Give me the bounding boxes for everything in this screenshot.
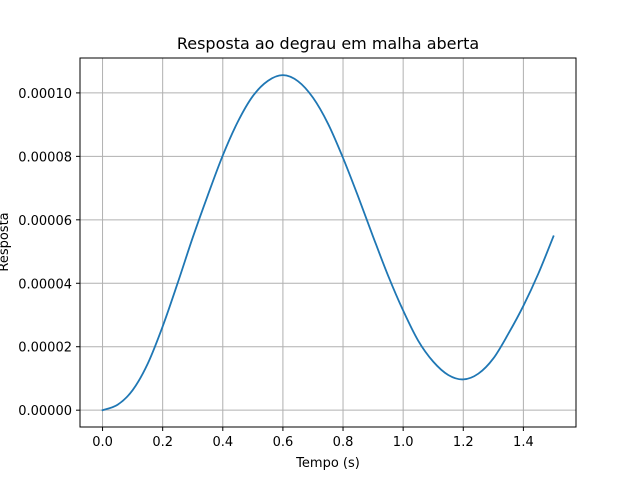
y-tick-label: 0.00010 (18, 87, 72, 102)
chart-title: Resposta ao degrau em malha aberta (177, 34, 479, 53)
x-tick-label: 1.4 (513, 435, 534, 450)
y-tick-label: 0.00000 (18, 404, 72, 419)
grid-layer (80, 58, 576, 427)
series-line (101, 74, 555, 412)
x-axis-label: Tempo (s) (295, 456, 360, 471)
y-tick-label: 0.00002 (18, 341, 72, 356)
x-tick-label: 0.4 (212, 435, 233, 450)
y-tick-label: 0.00008 (18, 150, 72, 165)
y-tick-label: 0.00006 (18, 214, 72, 229)
x-tick-label: 1.2 (453, 435, 474, 450)
x-tick-label: 0.6 (273, 435, 294, 450)
plot-area-frame (79, 57, 577, 428)
y-tick-label: 0.00004 (18, 277, 72, 292)
x-tick-label: 0.2 (152, 435, 173, 450)
x-tick-label: 1.0 (393, 435, 414, 450)
x-tick-label: 0.8 (333, 435, 354, 450)
x-tick-label: 0.0 (92, 435, 113, 450)
series-layer (101, 74, 555, 412)
tick-layer: 0.0 0.2 0.4 0.6 0.8 1.0 1.2 1.4 0.00000 0.00002 0.… (18, 87, 534, 450)
y-axis-label: Resposta (0, 212, 12, 271)
